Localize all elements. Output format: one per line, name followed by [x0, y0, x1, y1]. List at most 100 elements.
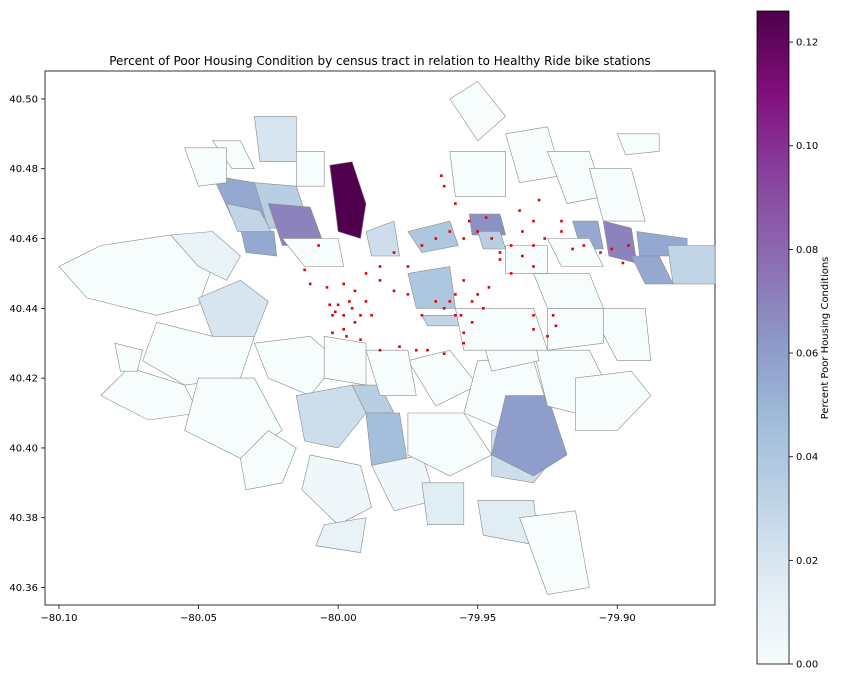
- census-tract: [421, 482, 465, 526]
- bike-station-marker: [336, 303, 340, 307]
- census-tracts: [58, 81, 716, 595]
- bike-station-marker: [342, 328, 345, 331]
- census-tract: [295, 384, 367, 449]
- bike-station-marker: [308, 282, 312, 286]
- census-tract: [547, 238, 604, 267]
- bike-station-marker: [454, 293, 457, 296]
- bike-station-marker: [325, 286, 329, 289]
- bike-station-marker: [532, 265, 535, 268]
- y-tick-label: 40.36: [9, 583, 38, 594]
- census-tract: [184, 147, 227, 187]
- census-tract: [281, 238, 345, 267]
- bike-station-marker: [420, 314, 424, 317]
- census-tract: [365, 220, 400, 257]
- bike-station-marker: [328, 303, 331, 307]
- bike-station-marker: [331, 331, 334, 335]
- bike-station-marker: [484, 216, 488, 219]
- bike-station-marker: [331, 314, 334, 317]
- y-axis: 40.36 40.38 40.40 40.42 40.44 40.46 40.48 40.50: [9, 94, 45, 594]
- bike-stations: [303, 174, 630, 355]
- census-tract: [407, 412, 493, 477]
- bike-station-marker: [554, 324, 558, 328]
- colorbar-tick-label: 0.12: [796, 38, 818, 49]
- bike-station-marker: [440, 174, 443, 177]
- census-tract: [226, 203, 272, 232]
- census-tract: [100, 367, 199, 421]
- colorbar-gradient: [756, 10, 790, 665]
- colorbar-tick-label: 0.04: [796, 452, 818, 463]
- bike-station-marker: [353, 321, 357, 324]
- census-tract: [295, 151, 325, 187]
- bike-station-marker: [353, 289, 357, 293]
- bike-station-marker: [532, 328, 535, 331]
- census-tract: [449, 151, 506, 197]
- census-tract: [491, 395, 568, 477]
- bike-station-marker: [543, 237, 546, 240]
- bike-station-marker: [551, 314, 555, 317]
- bike-station-marker: [378, 348, 382, 352]
- bike-station-marker: [462, 331, 465, 335]
- colorbar-label: Percent Poor Housing Conditions: [820, 257, 831, 420]
- bike-station-marker: [392, 251, 396, 254]
- census-tract: [616, 133, 660, 156]
- bike-station-marker: [364, 272, 368, 275]
- y-tick-label: 40.50: [9, 94, 38, 105]
- bike-station-marker: [521, 254, 524, 258]
- bike-station-marker: [532, 244, 535, 247]
- bike-station-marker: [342, 282, 345, 286]
- x-axis: −80.10 −80.05 −80.00 −79.95 −79.90: [40, 605, 636, 624]
- census-tract: [329, 161, 367, 239]
- bike-station-marker: [462, 341, 465, 345]
- bike-station-marker: [442, 307, 446, 310]
- colorbar-tick-label: 0.02: [796, 556, 818, 567]
- bike-station-marker: [571, 247, 574, 251]
- census-tract: [301, 454, 372, 526]
- census-tract: [455, 307, 548, 351]
- bike-station-marker: [546, 335, 549, 338]
- bike-station-marker: [560, 230, 563, 233]
- bike-station-marker: [470, 321, 474, 324]
- census-tract: [519, 510, 590, 595]
- census-tract: [449, 81, 507, 142]
- census-tract: [575, 370, 652, 431]
- bike-station-marker: [532, 219, 535, 223]
- bike-station-marker: [359, 338, 362, 341]
- census-tract: [365, 349, 417, 396]
- bike-station-marker: [482, 307, 485, 310]
- y-tick-label: 40.46: [9, 234, 38, 245]
- bike-station-marker: [498, 258, 502, 261]
- bike-station-marker: [359, 314, 362, 317]
- y-tick-label: 40.44: [9, 304, 38, 315]
- chart-title: Percent of Poor Housing Condition by cen…: [109, 54, 651, 68]
- bike-station-marker: [490, 237, 493, 240]
- bike-station-marker: [350, 307, 354, 310]
- bike-station-marker: [454, 202, 457, 205]
- bike-station-marker: [459, 314, 463, 317]
- bike-station-marker: [509, 244, 513, 247]
- census-tract: [114, 342, 144, 372]
- census-tract: [589, 168, 646, 222]
- y-tick-label: 40.40: [9, 443, 38, 454]
- bike-station-marker: [398, 345, 401, 348]
- bike-station-marker: [454, 314, 457, 317]
- bike-station-marker: [487, 286, 491, 289]
- bike-station-marker: [560, 219, 563, 223]
- census-tract: [468, 213, 506, 236]
- x-tick-label: −80.05: [180, 613, 217, 624]
- y-tick-label: 40.48: [9, 164, 38, 175]
- bike-station-marker: [462, 237, 465, 240]
- colorbar-ticks: 0.00 0.02 0.04 0.06 0.08 0.10 0.12: [789, 38, 818, 671]
- bike-station-marker: [470, 300, 474, 303]
- bike-station-marker: [448, 230, 452, 233]
- bike-station-marker: [498, 251, 502, 254]
- bike-station-marker: [518, 209, 521, 212]
- bike-station-marker: [415, 348, 418, 352]
- bike-station-marker: [442, 352, 446, 355]
- y-tick-label: 40.42: [9, 374, 38, 385]
- bike-station-marker: [627, 244, 630, 247]
- bike-station-marker: [303, 268, 306, 272]
- bike-station-marker: [348, 300, 351, 303]
- bike-station-marker: [476, 230, 479, 233]
- bike-station-marker: [476, 293, 479, 296]
